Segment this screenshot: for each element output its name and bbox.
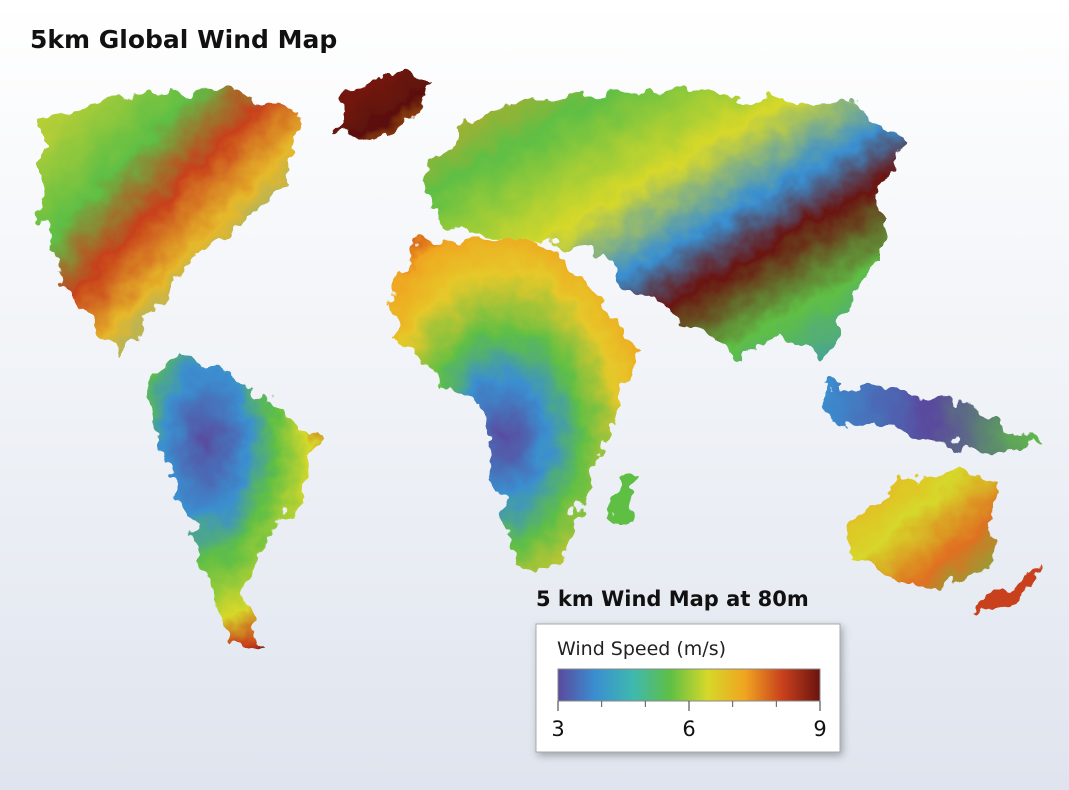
indonesia: [822, 382, 1042, 456]
tick-label: 9: [813, 717, 826, 741]
map-title: 5km Global Wind Map: [30, 25, 337, 54]
legend-title: 5 km Wind Map at 80m: [536, 587, 809, 611]
tick-label: 6: [682, 717, 695, 741]
new-zealand: [965, 572, 1040, 616]
north-america: [40, 88, 300, 352]
eurasia: [422, 90, 902, 362]
legend-label: Wind Speed (m/s): [557, 638, 726, 660]
tick-label: 3: [551, 717, 564, 741]
greenland: [332, 76, 430, 140]
colorbar-ramp: [557, 668, 821, 702]
south-america: [146, 352, 318, 650]
madagascar: [612, 472, 640, 525]
australia: [850, 470, 996, 590]
africa: [392, 236, 640, 572]
colorbar: 3 6 9: [551, 668, 827, 741]
continents: [40, 76, 1042, 650]
